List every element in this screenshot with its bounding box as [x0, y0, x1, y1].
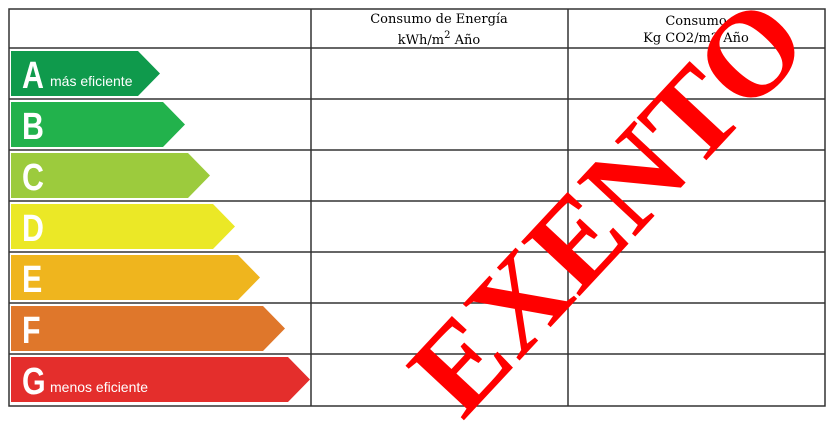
rating-letter: E: [22, 259, 42, 301]
stamp: EXENTO: [384, 0, 833, 432]
rating-arrow: [11, 306, 285, 351]
rating-arrow: [11, 204, 235, 249]
rating-arrow: [11, 357, 310, 402]
header-text: kWh/m2 Año: [398, 27, 481, 48]
rating-arrow: [11, 153, 210, 198]
header-text: 2: [444, 30, 450, 41]
rating-letter: C: [22, 157, 44, 199]
rating-letter: D: [22, 208, 44, 250]
rating-note: menos eficiente: [50, 379, 148, 395]
rating-arrow: [11, 51, 160, 96]
table-grid: [8, 8, 826, 407]
rating-arrow: [11, 255, 260, 300]
rating-letter: F: [22, 310, 41, 352]
header-text: Consumo de Energía: [370, 12, 508, 27]
rating-letter: B: [22, 106, 44, 148]
rating-letter: G: [22, 361, 46, 403]
rating-note: más eficiente: [50, 73, 133, 89]
table-border: [8, 8, 826, 407]
rating-letter: A: [22, 55, 44, 97]
header-text: kWh/m: [398, 33, 444, 48]
header-text: Consumo: [665, 14, 727, 29]
rating-arrow: [11, 102, 185, 147]
header-text: Kg CO2/m2 Año: [643, 31, 749, 46]
header-text: Año: [454, 33, 481, 48]
